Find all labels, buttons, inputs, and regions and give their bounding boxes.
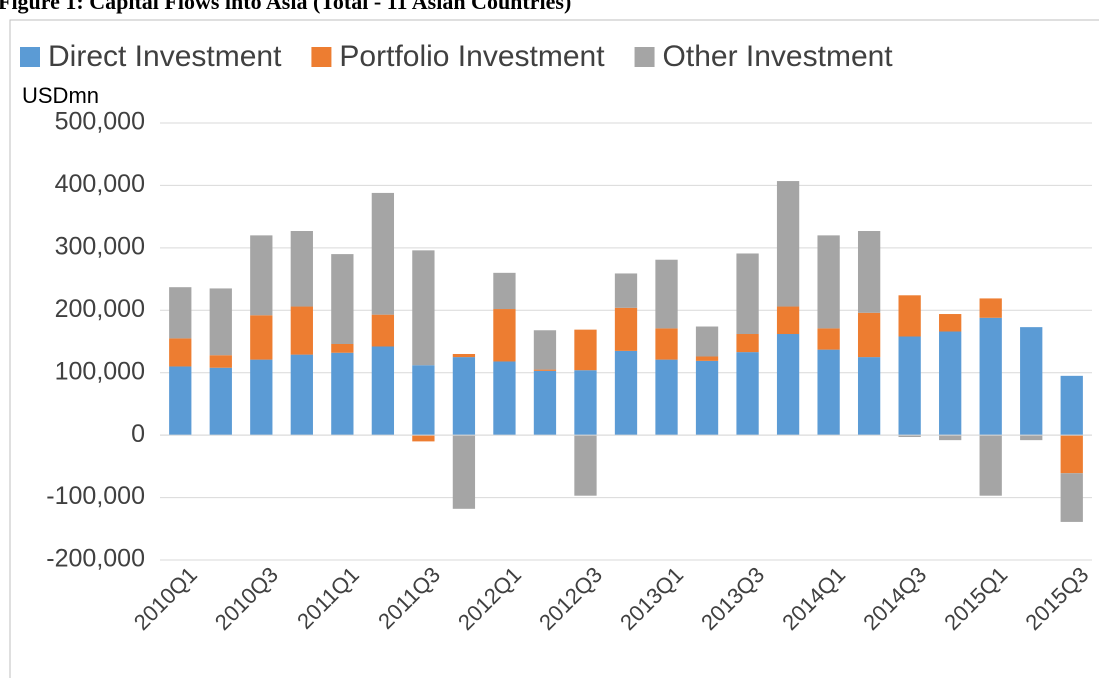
bar-segment	[209, 367, 232, 436]
bar-segment	[614, 350, 638, 436]
y-tick-label: 0	[131, 420, 145, 448]
bar-segment	[209, 288, 232, 356]
x-tick-label: 2011Q3	[373, 562, 445, 634]
x-tick-label: 2014Q1	[777, 562, 850, 635]
bar-segment	[817, 328, 840, 350]
bar-segment	[939, 331, 962, 436]
bar-segment	[857, 357, 881, 436]
bar-segment	[574, 329, 597, 371]
bar-segment	[1020, 327, 1043, 436]
bar-segment	[1020, 435, 1043, 441]
x-tick-label: 2014Q3	[858, 562, 931, 635]
bar-segment	[817, 349, 840, 436]
bar-segment	[169, 366, 192, 436]
bar-segment	[250, 235, 273, 316]
bar-segment	[533, 369, 557, 371]
x-tick-label: 2012Q1	[453, 562, 526, 635]
bar-segment	[250, 315, 273, 360]
bar-segment	[290, 354, 313, 436]
bar-segment	[979, 317, 1002, 436]
bar-segment	[1060, 435, 1083, 474]
bar-segment	[250, 359, 273, 436]
bar-segment	[574, 370, 597, 436]
bar-segment	[898, 295, 921, 337]
bar-segment	[695, 360, 719, 436]
chart-title: Figure 1: Capital Flows into Asia (Total…	[0, 0, 571, 14]
bar-segment	[655, 328, 678, 360]
bar-segment	[736, 253, 759, 335]
x-tick-label: 2010Q1	[129, 562, 202, 635]
legend-label: Direct Investment	[48, 40, 282, 73]
y-tick-label: 400,000	[55, 170, 145, 198]
bar-segment	[695, 326, 719, 357]
y-tick-label: 500,000	[55, 108, 145, 136]
bar-segment	[290, 231, 313, 307]
y-tick-label: -200,000	[46, 545, 145, 573]
bar-segment	[857, 231, 881, 313]
x-tick-label: 2015Q1	[939, 562, 1012, 635]
y-tick-label: 200,000	[55, 295, 145, 323]
bar-segment	[898, 336, 921, 436]
bar-segment	[331, 343, 354, 353]
bar-segment	[736, 352, 759, 436]
bar-segment	[331, 352, 354, 436]
bar-segment	[493, 361, 516, 436]
bar-segment	[412, 250, 435, 366]
bar-segment	[452, 353, 476, 358]
bar-segment	[776, 334, 800, 436]
y-axis-label: USDmn	[22, 83, 99, 108]
bar-segment	[452, 357, 476, 436]
bar-segment	[371, 314, 395, 347]
bar-segment	[1060, 473, 1083, 522]
x-tick-label: 2010Q3	[210, 562, 283, 635]
x-tick-label: 2013Q1	[615, 562, 688, 635]
bar-segment	[655, 259, 678, 329]
bar-segment	[209, 355, 232, 368]
bar-segment	[412, 435, 435, 442]
bar-segment	[452, 435, 476, 509]
bar-segment	[533, 330, 557, 370]
x-tick-label: 2013Q3	[696, 562, 769, 635]
bar-segment	[533, 370, 557, 436]
legend-label: Other Investment	[663, 40, 894, 73]
bar-segment	[695, 356, 719, 361]
bar-segment	[979, 298, 1002, 318]
bar-segment	[493, 272, 516, 310]
bar-segment	[979, 435, 1002, 496]
legend-swatch	[20, 47, 40, 67]
y-tick-label: 100,000	[55, 357, 145, 385]
bar-segment	[169, 338, 192, 367]
y-tick-label: -100,000	[46, 482, 145, 510]
bar-segment	[939, 435, 962, 441]
bar-segment	[776, 306, 800, 335]
bar-segment	[169, 287, 192, 339]
x-tick-label: 2011Q1	[292, 562, 364, 634]
legend-label: Portfolio Investment	[339, 40, 605, 73]
bar-segment	[493, 309, 516, 362]
x-tick-label: 2015Q3	[1020, 562, 1093, 635]
bar-segment	[736, 334, 759, 353]
bar-segment	[290, 306, 313, 355]
y-tick-label: 300,000	[55, 232, 145, 260]
chart-frame	[9, 19, 1099, 678]
legend-swatch	[634, 47, 655, 67]
bar-segment	[857, 312, 881, 358]
bar-segment	[655, 359, 678, 436]
legend-swatch	[311, 47, 332, 67]
x-tick-label: 2012Q3	[534, 562, 607, 635]
bar-segment	[331, 254, 354, 344]
bar-segment	[574, 435, 597, 496]
bar-segment	[371, 346, 395, 436]
bar-segment	[614, 273, 638, 308]
bar-segment	[371, 192, 395, 315]
bar-segment	[412, 365, 435, 436]
bar-segment	[776, 181, 800, 307]
bar-segment	[1060, 375, 1083, 436]
bar-segment	[898, 435, 921, 438]
bar-segment	[614, 307, 638, 351]
bar-segment	[939, 314, 962, 332]
bar-segment	[817, 235, 840, 329]
